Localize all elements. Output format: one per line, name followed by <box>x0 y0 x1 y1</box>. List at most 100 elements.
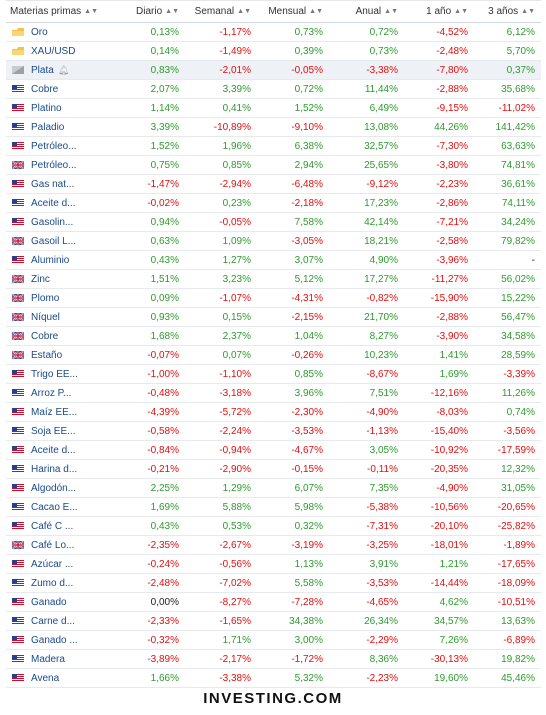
commodity-link[interactable]: Zinc <box>31 273 50 285</box>
commodity-link[interactable]: Gasolin... <box>31 216 74 228</box>
weekly-change-cell: -10,89% <box>185 117 257 137</box>
commodity-name-cell: Aceite d... <box>6 193 127 213</box>
header-daily[interactable]: Diario ▲▼ <box>127 0 185 23</box>
yearly-change-cell: -0,82% <box>329 288 404 308</box>
us-flag-icon <box>12 559 24 568</box>
3-years-change-cell: -17,65% <box>474 554 541 574</box>
commodity-link[interactable]: Aluminio <box>31 254 70 266</box>
commodity-link[interactable]: Madera <box>31 653 65 665</box>
commodity-link[interactable]: Plata <box>31 64 54 76</box>
1-year-change-cell: -7,30% <box>404 136 474 156</box>
commodity-link[interactable]: Petróleo... <box>31 159 77 171</box>
add-alert-bell-icon[interactable]: 🔔︎ <box>57 64 70 75</box>
header-3-years[interactable]: 3 años ▲▼ <box>474 0 541 23</box>
table-row: Aluminio 0,43% 1,27% 3,07% 4,90% -3,96% - <box>6 250 541 270</box>
header-commodity[interactable]: Materias primas ▲▼ <box>6 0 127 23</box>
commodity-link[interactable]: Carne d... <box>31 615 75 627</box>
daily-change-cell: 0,83% <box>127 60 185 80</box>
monthly-change-cell: -3,19% <box>257 535 329 555</box>
1-year-change-cell: -3,90% <box>404 326 474 346</box>
uk-flag-icon <box>12 293 24 302</box>
commodity-link[interactable]: Maíz EE... <box>31 406 78 418</box>
commodity-link[interactable]: Café C ... <box>31 520 74 532</box>
monthly-change-cell: 1,13% <box>257 554 329 574</box>
daily-change-cell: 1,66% <box>127 668 185 688</box>
commodity-name-cell: Cacao E... <box>6 497 127 517</box>
weekly-change-cell: -0,94% <box>185 440 257 460</box>
commodity-name-cell: Gas nat... <box>6 174 127 194</box>
commodity-link[interactable]: Gas nat... <box>31 178 75 190</box>
commodity-link[interactable]: Cacao E... <box>31 501 78 513</box>
1-year-change-cell: -2,48% <box>404 41 474 61</box>
header-monthly[interactable]: Mensual ▲▼ <box>257 0 329 23</box>
commodity-link[interactable]: Aceite d... <box>31 197 76 209</box>
3-years-change-cell: 45,46% <box>474 668 541 688</box>
commodity-link[interactable]: Gasoil L... <box>31 235 77 247</box>
commodity-link[interactable]: Oro <box>31 26 48 38</box>
3-years-change-cell: -18,09% <box>474 573 541 593</box>
weekly-change-cell: -1,65% <box>185 611 257 631</box>
commodity-link[interactable]: Petróleo... <box>31 140 77 152</box>
commodity-link[interactable]: Ganado <box>31 596 67 608</box>
yearly-change-cell: 21,70% <box>329 307 404 327</box>
commodity-link[interactable]: Aceite d... <box>31 444 76 456</box>
1-year-change-cell: -2,23% <box>404 174 474 194</box>
commodity-link[interactable]: Plomo <box>31 292 60 304</box>
3-years-change-cell: 13,63% <box>474 611 541 631</box>
commodity-link[interactable]: Arroz P... <box>31 387 72 399</box>
yearly-change-cell: -2,23% <box>329 668 404 688</box>
commodity-link[interactable]: Platino <box>31 102 62 114</box>
commodity-link[interactable]: Cobre <box>31 330 59 342</box>
uk-flag-icon <box>12 540 24 549</box>
1-year-change-cell: -20,10% <box>404 516 474 536</box>
commodity-link[interactable]: Café Lo... <box>31 539 75 551</box>
commodity-link[interactable]: XAU/USD <box>31 45 76 57</box>
1-year-change-cell: -2,88% <box>404 307 474 327</box>
header-weekly[interactable]: Semanal ▲▼ <box>185 0 257 23</box>
monthly-change-cell: 6,38% <box>257 136 329 156</box>
yearly-change-cell: 6,49% <box>329 98 404 118</box>
commodity-link[interactable]: Estaño <box>31 349 63 361</box>
table-row: Paladio 3,39% -10,89% -9,10% 13,08% 44,26% 141… <box>6 117 541 137</box>
1-year-change-cell: -15,40% <box>404 421 474 441</box>
commodity-link[interactable]: Soja EE... <box>31 425 76 437</box>
commodity-link[interactable]: Paladio <box>31 121 65 133</box>
daily-change-cell: 2,07% <box>127 79 185 99</box>
monthly-change-cell: 5,32% <box>257 668 329 688</box>
commodity-name-cell: Café Lo... <box>6 535 127 555</box>
commodity-name-cell: Café C ... <box>6 516 127 536</box>
commodity-name-cell: Zinc <box>6 269 127 289</box>
daily-change-cell: -3,89% <box>127 649 185 669</box>
yearly-change-cell: 26,34% <box>329 611 404 631</box>
monthly-change-cell: -9,10% <box>257 117 329 137</box>
commodity-link[interactable]: Harina d... <box>31 463 78 475</box>
commodity-link[interactable]: Níquel <box>31 311 60 323</box>
yearly-change-cell: 25,65% <box>329 155 404 175</box>
yearly-change-cell: -9,12% <box>329 174 404 194</box>
header-yearly[interactable]: Anual ▲▼ <box>329 0 404 23</box>
1-year-change-cell: 1,69% <box>404 364 474 384</box>
weekly-change-cell: -1,10% <box>185 364 257 384</box>
daily-change-cell: 0,00% <box>127 592 185 612</box>
table-row: Platino 1,14% 0,41% 1,52% 6,49% -9,15% -11,02% <box>6 98 541 118</box>
commodity-link[interactable]: Trigo EE... <box>31 368 78 380</box>
commodity-name-cell: Plomo <box>6 288 127 308</box>
commodity-link[interactable]: Cobre <box>31 83 59 95</box>
daily-change-cell: -0,58% <box>127 421 185 441</box>
sort-arrows-icon: ▲▼ <box>165 8 179 15</box>
commodity-link[interactable]: Zumo d... <box>31 577 74 589</box>
yearly-change-cell: -4,90% <box>329 402 404 422</box>
yearly-change-cell: -5,38% <box>329 497 404 517</box>
commodity-link[interactable]: Algodón... <box>31 482 77 494</box>
commodity-name-cell: Avena <box>6 668 127 688</box>
commodity-link[interactable]: Ganado ... <box>31 634 78 646</box>
commodity-link[interactable]: Azúcar ... <box>31 558 74 570</box>
commodity-name-cell: Trigo EE... <box>6 364 127 384</box>
header-1-year[interactable]: 1 año ▲▼ <box>404 0 474 23</box>
weekly-change-cell: -2,90% <box>185 459 257 479</box>
us-flag-icon <box>12 141 24 150</box>
monthly-change-cell: -3,53% <box>257 421 329 441</box>
commodity-link[interactable]: Avena <box>31 672 60 684</box>
table-row: Maíz EE... -4,39% -5,72% -2,30% -4,90% -8,03%… <box>6 402 541 422</box>
1-year-change-cell: -30,13% <box>404 649 474 669</box>
